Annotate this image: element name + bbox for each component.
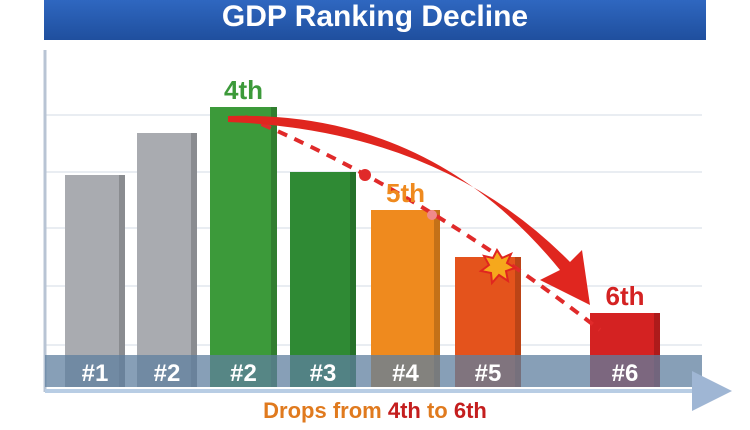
x-tick-label: #6 [612, 360, 639, 387]
x-tick-label: #3 [310, 360, 337, 387]
trend-dot [359, 169, 371, 181]
bar-shade [191, 133, 197, 387]
trend-dot [427, 210, 437, 220]
bar-shade [271, 107, 277, 387]
bar-shade [515, 257, 521, 387]
bar-shade [119, 175, 125, 387]
bar [137, 133, 197, 387]
caption-middle: to [420, 398, 454, 423]
rank-annotation: 6th [606, 281, 645, 311]
bar-shade [654, 313, 660, 387]
bar [290, 172, 356, 387]
x-tick-label: #5 [475, 360, 502, 387]
caption-from: 4th [387, 398, 421, 423]
bar-shade [434, 210, 440, 387]
chart-title: GDP Ranking Decline [44, 0, 706, 40]
decline-arrow [228, 115, 590, 305]
bar-shade [350, 172, 356, 387]
caption-prefix: Drops from [263, 398, 388, 423]
x-tick-label: #2 [230, 360, 257, 387]
x-tick-label: #1 [82, 360, 109, 387]
rank-annotation: 5th [386, 178, 425, 208]
bar [210, 107, 277, 387]
chart-caption: Drops from 4th to 6th [0, 398, 750, 424]
impact-burst-icon [478, 247, 518, 286]
rank-annotation: 4th [224, 75, 263, 105]
x-tick-label: #2 [154, 360, 181, 387]
caption-to: 6th [453, 398, 487, 423]
bar [65, 175, 125, 387]
label-band [45, 355, 702, 387]
x-tick-label: #4 [392, 360, 419, 387]
